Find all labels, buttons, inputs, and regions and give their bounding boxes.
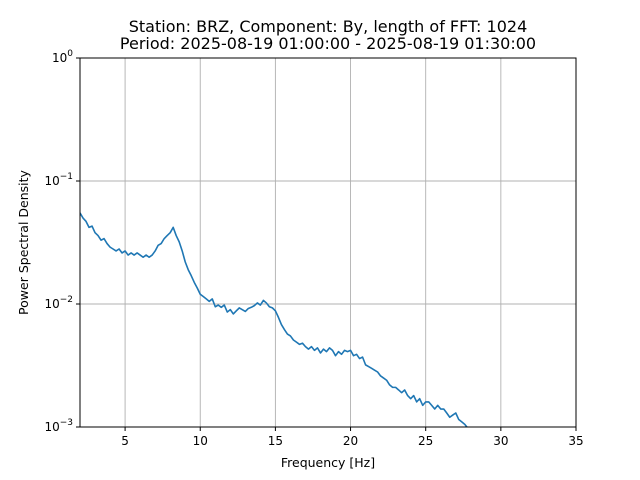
x-tick-label: 25 (418, 434, 433, 448)
series-line (80, 212, 468, 427)
x-tick-label: 35 (568, 434, 583, 448)
y-tick-label: 100 (52, 49, 73, 65)
x-axis-label: Frequency [Hz] (281, 455, 375, 470)
x-axis-ticks: 5 10 15 20 25 30 35 (121, 427, 584, 448)
x-tick-label: 5 (121, 434, 129, 448)
y-tick-label: 10−2 (44, 295, 73, 311)
x-tick-label: 15 (268, 434, 283, 448)
chart-title: Station: BRZ, Component: By, length of F… (129, 17, 528, 36)
x-tick-label: 30 (493, 434, 508, 448)
y-tick-label: 10−1 (44, 172, 73, 188)
y-axis-ticks: 10−3 10−2 10−1 100 (44, 49, 80, 434)
chart-subtitle: Period: 2025-08-19 01:00:00 - 2025-08-19… (120, 34, 536, 53)
plot-area (80, 212, 468, 427)
x-tick-label: 10 (193, 434, 208, 448)
y-tick-label: 10−3 (44, 418, 73, 434)
y-axis-label: Power Spectral Density (16, 169, 31, 314)
x-tick-label: 20 (343, 434, 358, 448)
plot-frame (79, 57, 577, 428)
